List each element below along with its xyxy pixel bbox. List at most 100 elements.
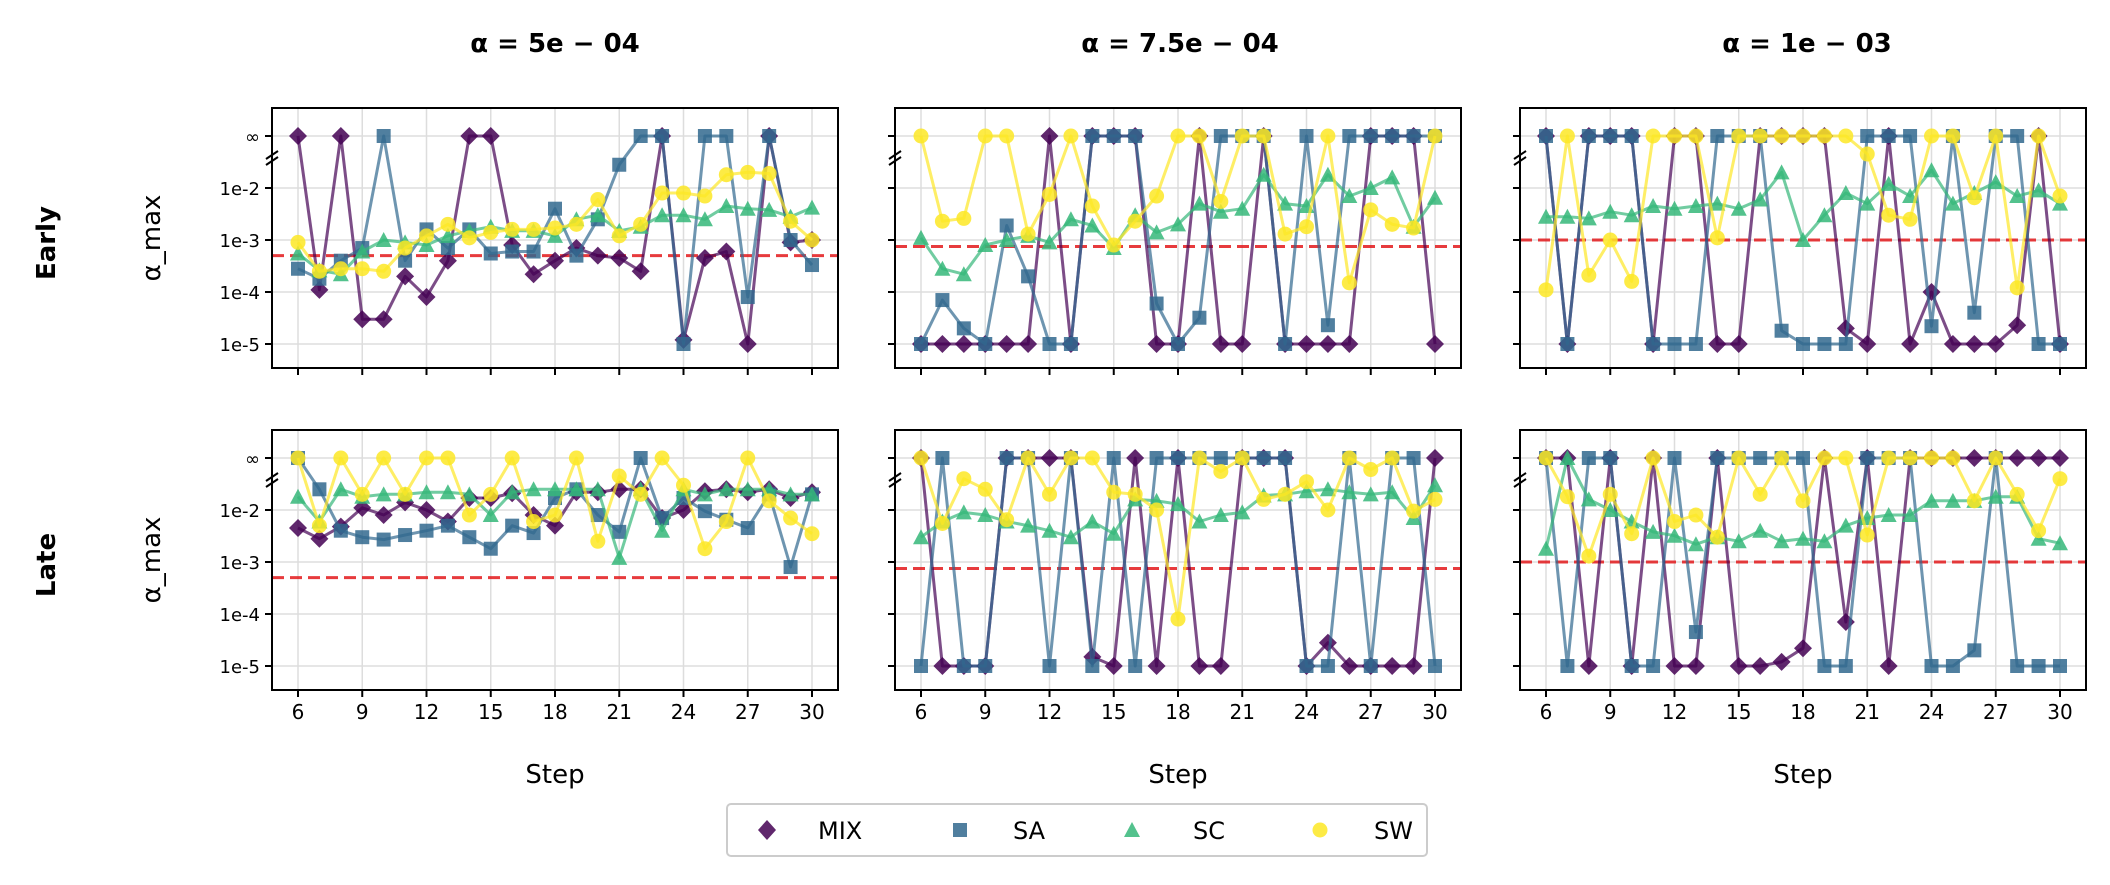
point-sa <box>1646 659 1661 673</box>
point-mix <box>417 501 436 519</box>
point-sc <box>290 245 306 261</box>
point-sw <box>977 128 993 144</box>
point-sa <box>999 451 1014 465</box>
point-mix <box>1579 657 1598 675</box>
point-sw <box>1731 128 1747 144</box>
point-sw <box>1384 450 1400 466</box>
point-sc <box>332 481 349 497</box>
x-tick-label: 15 <box>1726 700 1751 724</box>
point-sc <box>1837 517 1854 533</box>
point-mix <box>2008 316 2027 335</box>
point-sa <box>1085 129 1100 143</box>
point-sc <box>439 227 456 243</box>
panel-early-3 <box>1513 107 2087 375</box>
point-sw <box>1945 450 1961 466</box>
point-sc <box>1859 195 1876 211</box>
axis-break-mark <box>265 156 279 166</box>
legend: MIX SA SC SW <box>726 803 1428 857</box>
point-sc <box>1148 224 1165 240</box>
x-tick-label: 15 <box>1101 700 1126 724</box>
point-sc <box>739 200 756 216</box>
point-sw <box>804 526 820 542</box>
point-mix <box>1836 319 1855 338</box>
point-mix <box>631 262 650 281</box>
point-sw <box>1602 486 1618 502</box>
point-sc <box>589 481 606 497</box>
point-sw <box>1084 450 1100 466</box>
row-label-late: Late <box>32 533 62 597</box>
point-sw <box>1816 128 1832 144</box>
point-sc <box>2009 188 2026 204</box>
point-sa <box>1881 129 1896 143</box>
x-tick-label: 24 <box>671 700 696 724</box>
point-sw <box>1020 450 1036 466</box>
point-sa <box>1299 659 1314 673</box>
point-sw <box>1774 128 1790 144</box>
point-mix <box>1686 657 1705 675</box>
point-mix <box>524 265 543 284</box>
point-sa <box>505 244 520 259</box>
legend-entry-sc: SC <box>1124 817 1225 845</box>
point-sa <box>1710 129 1725 143</box>
point-sc <box>418 484 435 500</box>
point-mix <box>1040 449 1059 467</box>
point-sc <box>354 243 371 259</box>
point-sw <box>1234 128 1250 144</box>
point-mix <box>1147 657 1166 675</box>
point-sc <box>1837 185 1854 201</box>
point-sc <box>1752 522 1769 538</box>
point-sw <box>1859 527 1875 543</box>
legend-label-sc: SC <box>1193 817 1225 845</box>
point-mix <box>546 516 564 535</box>
point-sa <box>914 659 928 673</box>
point-sa <box>914 337 928 351</box>
point-sa <box>1817 659 1832 673</box>
point-mix <box>1426 449 1444 467</box>
y-axis-label: α_max <box>137 517 167 604</box>
point-sa <box>1106 129 1121 143</box>
point-mix <box>674 501 693 519</box>
legend-marker-sc <box>1124 822 1140 837</box>
point-sw <box>611 468 627 484</box>
point-sa <box>1624 129 1639 143</box>
point-sw <box>568 450 584 466</box>
x-tick-label: 12 <box>414 700 439 724</box>
point-mix <box>1019 335 1038 353</box>
point-sw <box>1924 450 1939 466</box>
point-sc <box>998 232 1015 247</box>
point-sw <box>1170 128 1186 144</box>
point-sc <box>1944 195 1961 211</box>
point-sw <box>1277 486 1293 502</box>
point-sa <box>1667 337 1682 351</box>
point-sw <box>1213 194 1229 210</box>
point-sw <box>1277 226 1293 242</box>
point-sc <box>913 229 929 245</box>
point-sw <box>1406 220 1422 236</box>
point-sc <box>1319 166 1336 182</box>
point-mix <box>1858 335 1877 353</box>
point-sc <box>1384 169 1401 185</box>
point-sa <box>2031 659 2046 673</box>
point-sw <box>290 234 306 250</box>
point-sc <box>718 198 735 214</box>
point-sw <box>2031 523 2047 539</box>
point-sa <box>1753 451 1768 465</box>
point-sc <box>675 207 692 223</box>
point-sa <box>1688 337 1703 351</box>
point-sc <box>418 237 435 253</box>
point-sa <box>1149 296 1164 311</box>
point-sw <box>1966 493 1982 509</box>
point-sc <box>375 232 392 247</box>
point-sa <box>2053 659 2067 673</box>
point-sc <box>739 481 756 497</box>
point-sw <box>1774 450 1790 466</box>
point-sa <box>2053 337 2067 351</box>
point-sc <box>1987 488 2004 504</box>
point-sw <box>1256 491 1272 507</box>
axis-break-mark <box>1513 478 1527 488</box>
point-sw <box>1106 484 1122 500</box>
point-mix <box>353 310 372 329</box>
point-sa <box>740 290 755 305</box>
row-label-early: Early <box>32 206 62 280</box>
point-sc <box>654 207 671 223</box>
